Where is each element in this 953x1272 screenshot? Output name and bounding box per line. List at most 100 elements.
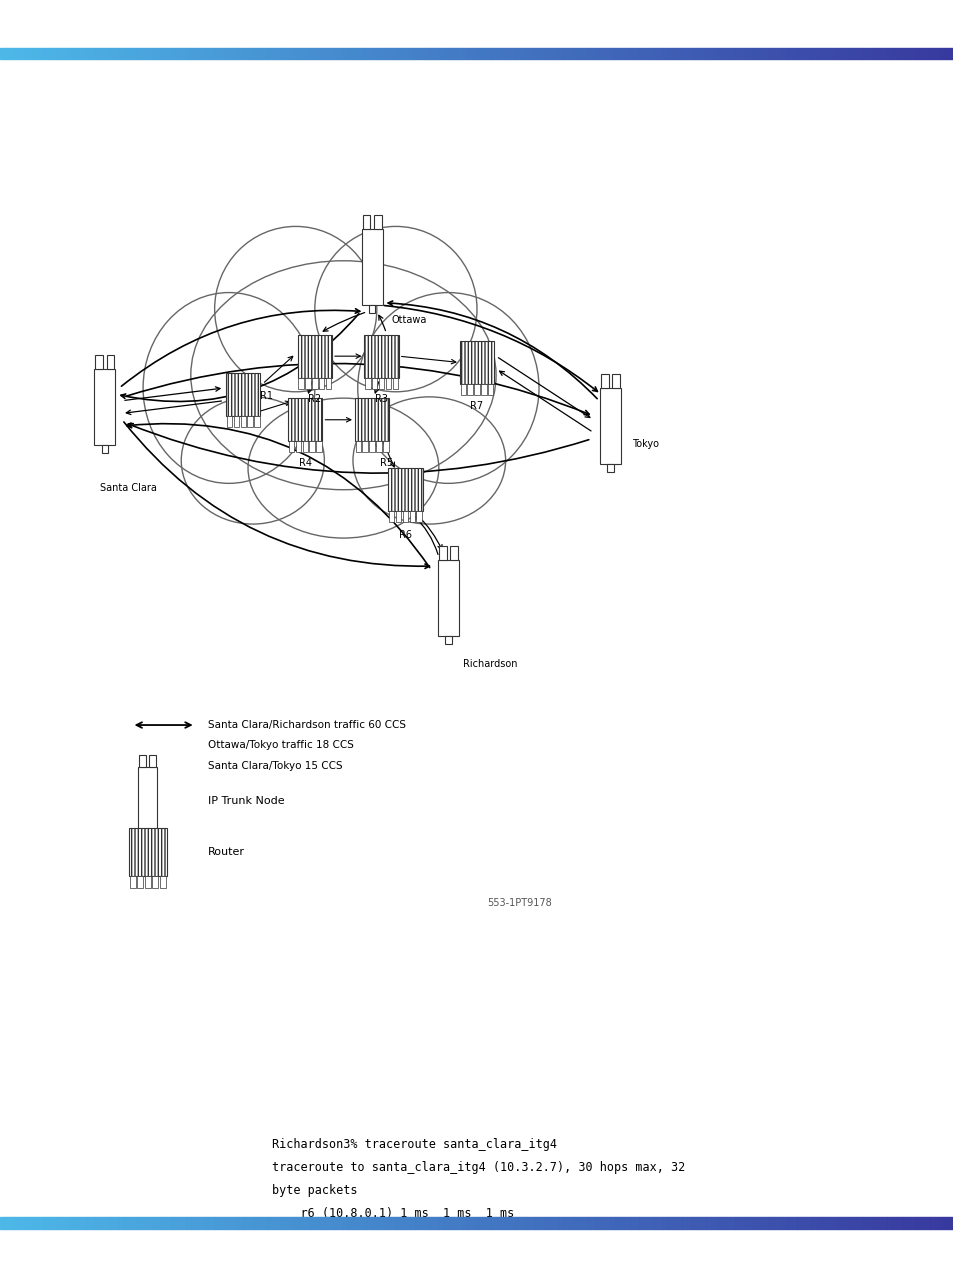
Bar [896,47,901,59]
Bar [476,47,481,59]
Bar [801,1217,805,1229]
Bar [291,47,295,59]
Bar [662,47,667,59]
Bar [443,47,448,59]
Bar [355,398,389,441]
Bar [205,47,210,59]
Bar [14,1217,19,1229]
Bar [91,1217,95,1229]
Bar [834,47,839,59]
Bar [467,47,472,59]
Bar [176,1217,181,1229]
Bar [5,1217,10,1229]
Bar [233,47,238,59]
Bar [289,441,294,452]
Bar [791,1217,796,1229]
Bar [729,47,734,59]
Bar [500,1217,505,1229]
Bar [219,1217,224,1229]
Bar [133,1217,138,1229]
Bar [38,47,43,59]
Bar [378,378,384,389]
Bar [67,47,71,59]
Bar [758,1217,762,1229]
Bar [257,1217,262,1229]
Bar [459,341,494,384]
Bar [137,876,143,888]
Bar [253,47,257,59]
Bar [724,1217,729,1229]
Bar [172,1217,176,1229]
Bar [500,47,505,59]
Bar [839,47,843,59]
Bar [843,47,848,59]
Bar [243,1217,248,1229]
Text: IP Trunk Node: IP Trunk Node [208,796,284,806]
Bar [753,47,758,59]
Bar [152,1217,157,1229]
Bar [558,1217,562,1229]
Bar [295,47,300,59]
Bar [102,445,108,453]
Bar [288,398,322,441]
Bar [302,441,308,452]
Bar [700,47,705,59]
Bar [138,47,143,59]
Bar [438,1217,443,1229]
Bar [653,47,658,59]
Bar [52,1217,57,1229]
Bar [167,47,172,59]
Bar [586,47,591,59]
Bar [205,1217,210,1229]
Bar [572,47,577,59]
Bar [362,215,370,229]
Bar [515,1217,519,1229]
Bar [262,1217,267,1229]
Bar [920,1217,924,1229]
Bar [262,47,267,59]
Bar [929,1217,934,1229]
Bar [33,47,38,59]
Bar [424,1217,429,1229]
Bar [815,47,820,59]
Bar [605,47,610,59]
Bar [943,1217,948,1229]
Bar [391,1217,395,1229]
Bar [615,47,619,59]
Bar [753,1217,758,1229]
Bar [634,47,639,59]
Bar [686,47,691,59]
Bar [276,1217,281,1229]
Bar [548,1217,553,1229]
Bar [416,511,421,522]
Bar [505,47,510,59]
Bar [600,47,605,59]
Bar [254,416,259,426]
Bar [558,47,562,59]
Bar [643,47,648,59]
Bar [95,355,103,369]
Bar [214,1217,219,1229]
Bar [48,1217,52,1229]
Bar [176,47,181,59]
Bar [419,1217,424,1229]
Bar [939,1217,943,1229]
Text: R3: R3 [375,394,388,404]
Bar [486,1217,491,1229]
Bar [886,1217,891,1229]
Bar [286,47,291,59]
Bar [62,1217,67,1229]
Bar [739,1217,743,1229]
Bar [672,47,677,59]
Bar [362,47,367,59]
Bar [353,1217,357,1229]
Bar [305,1217,310,1229]
Bar [572,1217,577,1229]
Bar [71,1217,76,1229]
Bar [872,1217,877,1229]
Bar [367,47,372,59]
Text: 553-1PT9178: 553-1PT9178 [487,898,552,908]
Bar [310,1217,314,1229]
Bar [877,1217,882,1229]
Bar [624,47,629,59]
